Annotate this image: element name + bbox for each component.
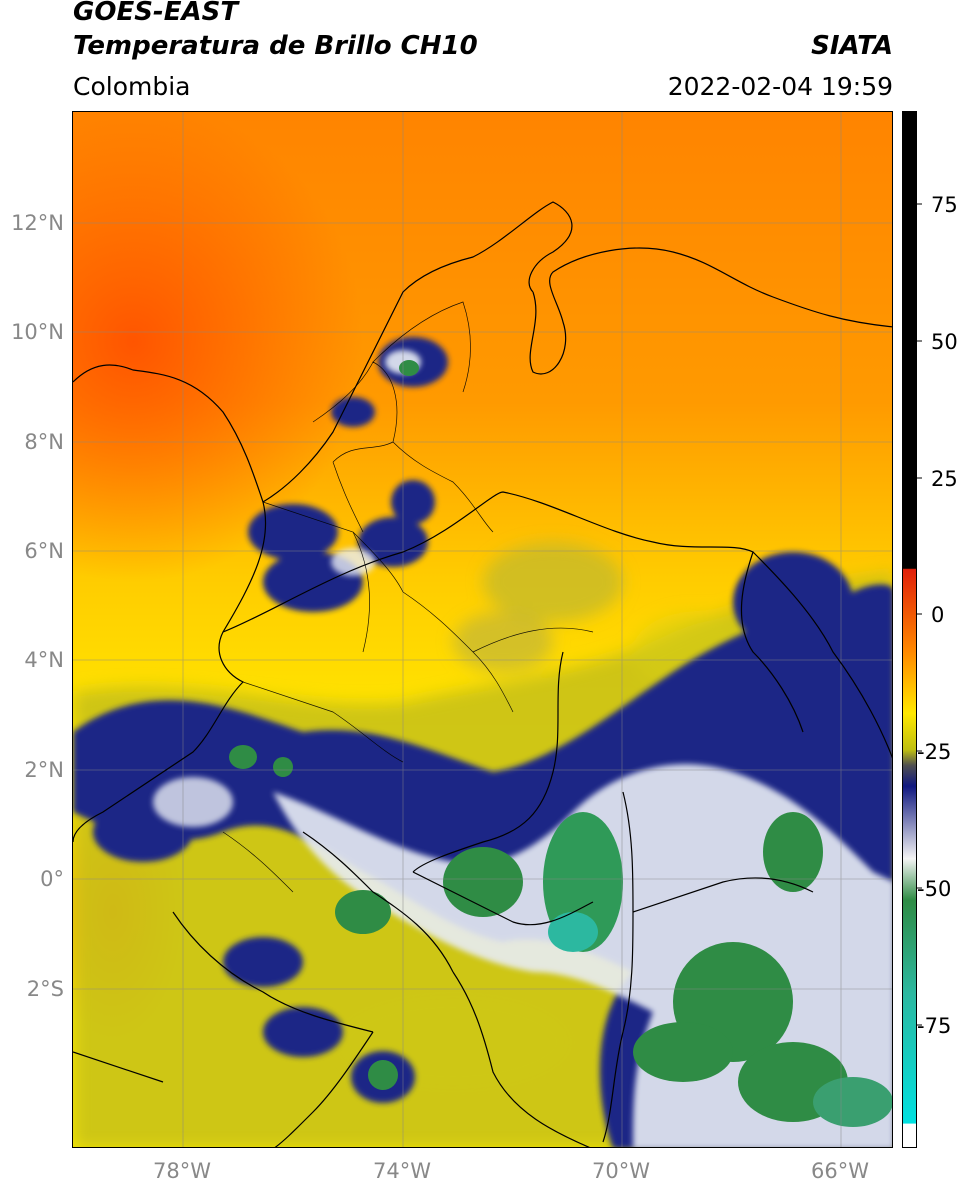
- colorbar-tick-label: 75: [931, 193, 958, 217]
- department-borders: [222, 301, 594, 893]
- colorbar-tick-label: -25: [917, 740, 951, 764]
- colorbar-gradient: [903, 112, 916, 1147]
- lat-label: 12°N: [11, 211, 64, 235]
- lat-label: 10°N: [11, 320, 64, 344]
- hot-region-northwest: [73, 112, 363, 582]
- lat-label: 4°N: [24, 648, 64, 672]
- country-borders: [73, 201, 892, 1147]
- lon-label: 74°W: [373, 1159, 431, 1183]
- colorbar-tick-label: -50: [917, 877, 951, 901]
- lat-label: 8°N: [24, 430, 64, 454]
- agency-label: SIATA: [811, 31, 893, 61]
- latitude-axis: 12°N 10°N 8°N 6°N 4°N 2°N 0° 2°S: [11, 211, 64, 1001]
- map-gridlines: [73, 112, 892, 1147]
- colorbar-tick-label: 25: [931, 467, 958, 491]
- satellite-map: [72, 111, 893, 1148]
- colorbar-tick-label: 0: [931, 603, 944, 627]
- lon-label: 78°W: [153, 1159, 211, 1183]
- product-title: Temperatura de Brillo CH10: [73, 31, 478, 61]
- lat-label: 0°: [40, 867, 64, 891]
- region-label: Colombia: [73, 72, 191, 101]
- lat-label: 6°N: [24, 539, 64, 563]
- datetime-label: 2022-02-04 19:59: [667, 72, 893, 101]
- lat-label: 2°S: [27, 977, 64, 1001]
- lon-label: 70°W: [592, 1159, 650, 1183]
- colorbar-axis: 75 50 25 0 -25 -50 -75: [917, 193, 958, 1038]
- lon-label: 66°W: [811, 1159, 869, 1183]
- satellite-title: GOES-EAST: [73, 0, 239, 27]
- colorbar-tick-label: -75: [917, 1014, 951, 1038]
- longitude-axis: 78°W 74°W 70°W 66°W: [153, 1159, 869, 1183]
- brightness-temperature-image: [73, 112, 892, 1147]
- colorbar-tick-label: 50: [931, 330, 958, 354]
- lat-label: 2°N: [24, 758, 64, 782]
- colorbar: [902, 111, 917, 1148]
- coldest-cloud-cores: [229, 360, 892, 1127]
